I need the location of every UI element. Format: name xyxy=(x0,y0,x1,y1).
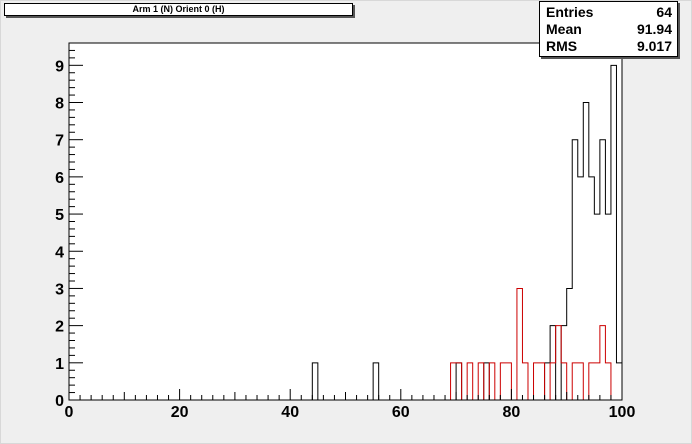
x-tick-label: 0 xyxy=(65,404,74,421)
y-tick-label: 7 xyxy=(55,133,64,150)
plot-area xyxy=(68,42,623,401)
y-tick-label: 0 xyxy=(55,393,64,410)
x-tick-label: 60 xyxy=(392,404,410,421)
y-tick-label: 2 xyxy=(55,319,64,336)
stats-box: Entries 64 Mean 91.94 RMS 9.017 xyxy=(539,1,678,57)
x-tick-label: 20 xyxy=(171,404,189,421)
x-tick-label: 100 xyxy=(609,404,636,421)
stats-row-entries: Entries 64 xyxy=(546,3,672,21)
stats-value: 91.94 xyxy=(636,21,672,37)
y-tick-label: 8 xyxy=(55,96,64,113)
stats-value: 64 xyxy=(656,4,672,20)
axis-layer: 0 20 40 60 80 100 0 1 2 3 4 5 6 7 8 9 xyxy=(55,43,635,421)
y-tick-label: 1 xyxy=(55,356,64,373)
y-tick-label: 5 xyxy=(55,207,64,224)
y-tick-label: 4 xyxy=(55,244,64,261)
chart-title: Arm 1 (N) Orient 0 (H) xyxy=(4,3,353,16)
x-tick-label: 40 xyxy=(281,404,299,421)
stats-value: 9.017 xyxy=(636,38,672,54)
y-tick-label: 9 xyxy=(55,58,64,75)
x-tick-label: 80 xyxy=(503,404,521,421)
stats-row-mean: Mean 91.94 xyxy=(546,20,672,38)
stats-label: Entries xyxy=(546,4,594,20)
stats-label: RMS xyxy=(546,38,578,54)
y-tick-label: 3 xyxy=(55,281,64,298)
stats-row-rms: RMS 9.017 xyxy=(546,37,672,55)
y-tick-label: 6 xyxy=(55,170,64,187)
stats-label: Mean xyxy=(546,21,582,37)
